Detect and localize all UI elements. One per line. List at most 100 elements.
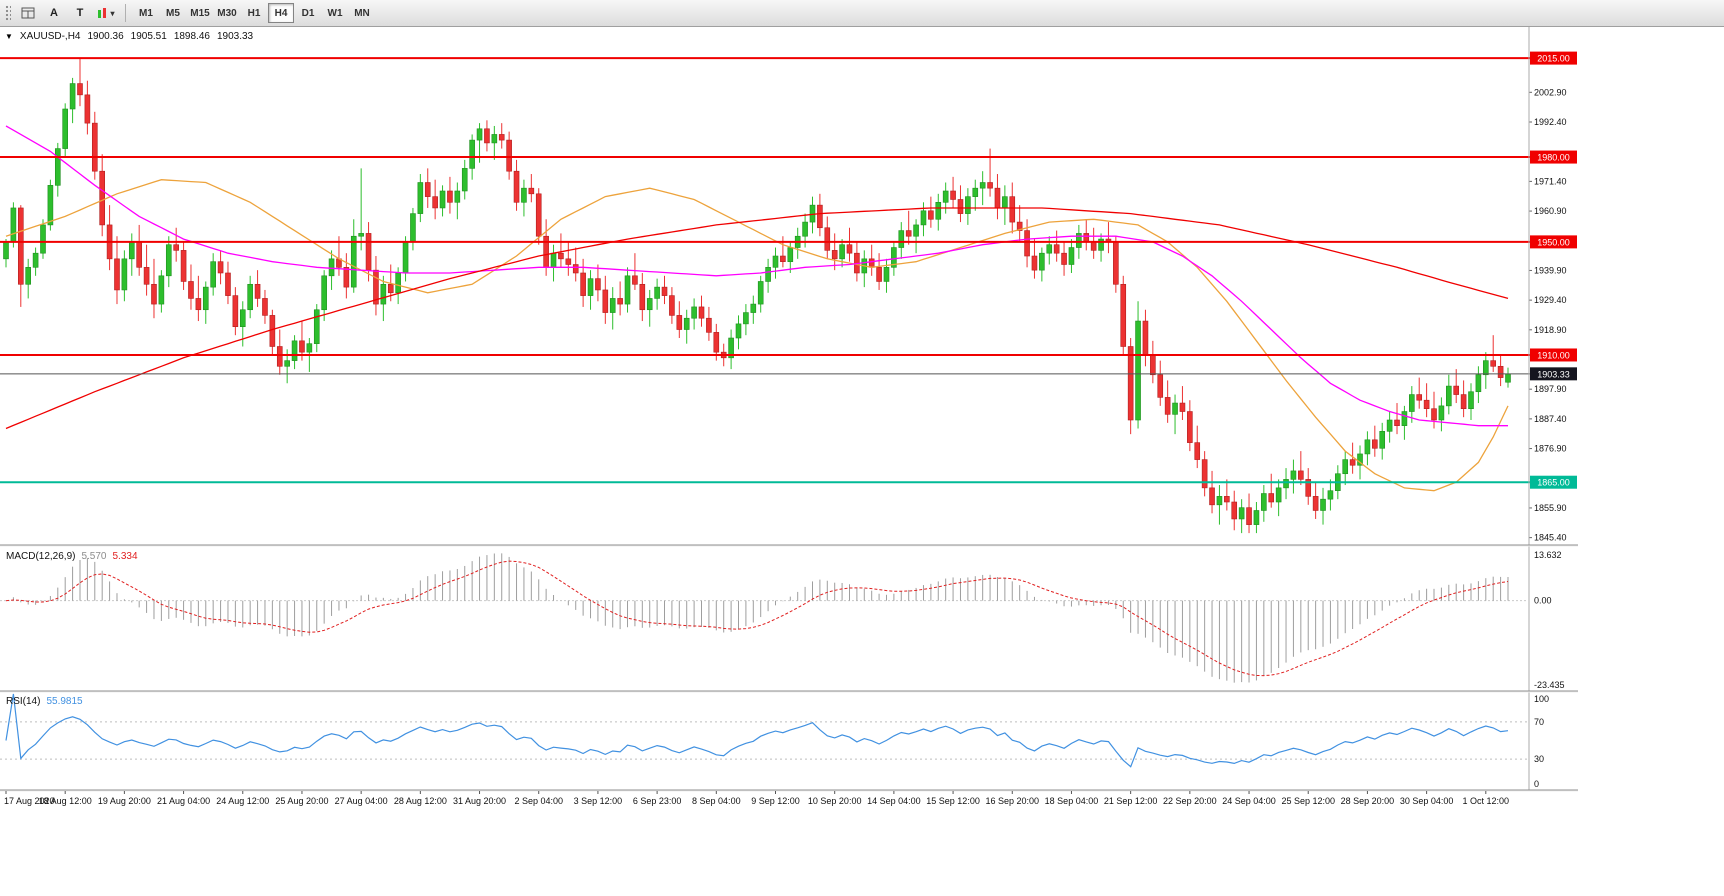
svg-text:24 Sep 04:00: 24 Sep 04:00 xyxy=(1222,796,1276,806)
candle-body xyxy=(965,196,971,214)
candle-body xyxy=(91,122,98,172)
timeframe-button-m30[interactable]: M30 xyxy=(214,3,240,23)
candle-body xyxy=(1497,365,1504,378)
candle-body xyxy=(1416,394,1423,401)
candle-body xyxy=(550,252,557,268)
candle-body xyxy=(609,298,616,313)
candle-body xyxy=(121,258,128,291)
svg-text:3 Sep 12:00: 3 Sep 12:00 xyxy=(574,796,623,806)
svg-text:21 Aug 04:00: 21 Aug 04:00 xyxy=(157,796,210,806)
candle-body xyxy=(713,332,720,353)
candle-body xyxy=(876,267,882,282)
candle-body xyxy=(506,139,512,172)
svg-text:1 Oct 12:00: 1 Oct 12:00 xyxy=(1463,796,1510,806)
timeframe-button-h1[interactable]: H1 xyxy=(241,3,267,23)
candle-body xyxy=(69,83,76,110)
candle-body xyxy=(661,286,668,296)
candle-body xyxy=(484,128,490,144)
candle-body xyxy=(1394,419,1400,426)
candle-body xyxy=(602,289,609,313)
timeframe-button-m15[interactable]: M15 xyxy=(187,3,213,23)
svg-text:1887.40: 1887.40 xyxy=(1534,414,1567,424)
candle-body xyxy=(580,272,586,296)
macd-main-value: 5.570 xyxy=(81,551,107,562)
ma-medium-magenta xyxy=(5,125,1508,427)
svg-text:1929.40: 1929.40 xyxy=(1534,295,1567,305)
candle-body xyxy=(513,170,520,203)
candle-body xyxy=(1290,470,1297,480)
bar-open-value: 1900.36 xyxy=(87,31,124,42)
candle-body xyxy=(1031,255,1038,271)
candle-body xyxy=(706,317,712,333)
candle-body xyxy=(1142,320,1149,356)
candle-body xyxy=(646,298,653,311)
price-axis[interactable]: 2002.90 1992.40 1971.40 1960.90 1939.90 1929.… xyxy=(1528,27,1567,790)
candle-body xyxy=(979,182,986,189)
indicators-dropdown-button[interactable]: ▾ xyxy=(94,2,118,24)
candle-body xyxy=(521,187,527,203)
timeframe-button-m1[interactable]: M1 xyxy=(133,3,159,23)
candle-body xyxy=(1224,496,1230,503)
horizontal-price-lines[interactable]: 2015.00 1980.00 1950.00 1910.00 1865.00 xyxy=(0,51,1577,489)
candle-body xyxy=(1172,402,1178,415)
candle-body xyxy=(1505,373,1511,383)
macd-signal-line xyxy=(5,560,1509,677)
one-click-trading-arrow[interactable]: ▼ xyxy=(5,32,13,41)
candle-body xyxy=(128,241,135,260)
timeframe-button-h4[interactable]: H4 xyxy=(268,3,294,23)
candle-body xyxy=(276,346,283,367)
candle-body xyxy=(920,210,927,226)
svg-text:0.00: 0.00 xyxy=(1534,596,1552,606)
svg-text:1910.00: 1910.00 xyxy=(1537,350,1570,360)
candle-body xyxy=(891,247,897,268)
text-tool-a-label: A xyxy=(50,7,58,19)
text-tool-a-button[interactable]: A xyxy=(42,2,66,24)
candle-body xyxy=(654,286,660,299)
candle-body xyxy=(1261,493,1267,511)
svg-text:2015.00: 2015.00 xyxy=(1537,54,1570,64)
candle-body xyxy=(558,252,564,260)
toolbar-drag-handle[interactable] xyxy=(5,5,11,21)
candle-body xyxy=(151,283,157,305)
candle-body xyxy=(868,258,875,268)
candle-body xyxy=(143,267,150,285)
candle-body xyxy=(1046,244,1053,254)
chart-windows-button[interactable] xyxy=(16,2,40,24)
pane-separators[interactable] xyxy=(0,544,1578,792)
timeframe-button-mn[interactable]: MN xyxy=(349,3,375,23)
candle-body xyxy=(225,272,231,296)
macd-axis[interactable]: 13.632 0.00 -23.435 xyxy=(1534,550,1565,690)
candle-body xyxy=(1009,196,1016,223)
timeframe-button-d1[interactable]: D1 xyxy=(295,3,321,23)
text-tool-t-button[interactable]: T xyxy=(68,2,92,24)
price-level-label xyxy=(1530,235,1577,249)
timeframe-button-w1[interactable]: W1 xyxy=(322,3,348,23)
candle-body xyxy=(269,315,276,347)
candle-body xyxy=(3,241,9,260)
candle-body xyxy=(624,275,631,305)
candle-body xyxy=(1379,431,1386,449)
candle-body xyxy=(247,283,253,311)
candle-body xyxy=(972,187,979,197)
candle-body xyxy=(595,278,601,291)
rsi-axis[interactable]: 100 70 30 0 xyxy=(1534,694,1549,789)
timeframe-button-m5[interactable]: M5 xyxy=(160,3,186,23)
svg-text:16 Sep 20:00: 16 Sep 20:00 xyxy=(985,796,1039,806)
candle-body xyxy=(1364,439,1371,455)
candle-body xyxy=(498,134,505,141)
candle-body xyxy=(1453,385,1460,395)
candle-body xyxy=(817,204,823,229)
candle-body xyxy=(1320,498,1326,511)
candle-body xyxy=(17,207,24,285)
candle-body xyxy=(402,241,409,274)
candle-body xyxy=(957,199,964,214)
text-tool-t-label: T xyxy=(76,7,84,19)
candle-body xyxy=(1083,233,1090,243)
candle-body xyxy=(1312,496,1319,511)
candle-body xyxy=(136,241,142,268)
svg-text:2 Sep 04:00: 2 Sep 04:00 xyxy=(514,796,563,806)
candle-body xyxy=(99,170,105,226)
candle-body xyxy=(380,283,387,305)
